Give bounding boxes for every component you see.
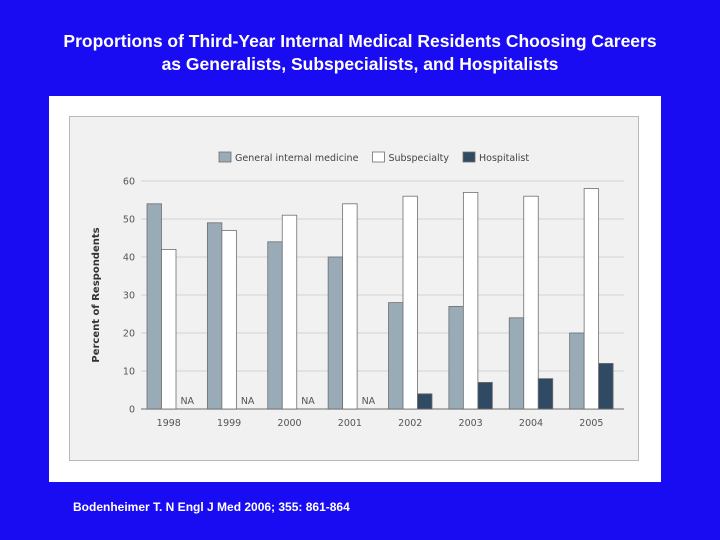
bar-subspecialty-2005 [583,188,600,410]
bar-general-internal-medicine-2001 [327,256,344,410]
slide-title: Proportions of Third-Year Internal Medic… [0,30,720,76]
y-tick-label-20: 20 [123,329,135,340]
bar-subspecialty-2004 [523,195,539,410]
bar-general-internal-medicine-2002 [388,302,404,410]
bar-subspecialty-2002 [402,195,418,410]
y-tick-label-10: 10 [123,367,135,378]
na-label-1999: NA [241,396,255,407]
bar-general-internal-medicine-1999 [206,222,223,410]
na-label-2001: NA [362,396,376,407]
na-label-1998: NA [180,396,194,407]
bar-subspecialty-2001 [342,203,358,410]
citation: Bodenheimer T. N Engl J Med 2006; 355: 8… [73,500,350,514]
bar-subspecialty-1998 [161,248,177,410]
bar-general-internal-medicine-1998 [146,203,162,410]
x-tick-label-2003: 2003 [459,418,483,429]
x-tick-label-1999: 1999 [217,418,241,429]
x-tick-label-2004: 2004 [519,418,543,429]
x-tick-label-2002: 2002 [398,418,422,429]
legend: General internal medicine Subspecialty Hos… [218,151,529,164]
legend-swatch-hospitalist [462,151,476,163]
legend-label-subspecialty: Subspecialty [388,153,449,164]
y-tick-label-30: 30 [123,291,135,302]
slide-title-line-1: Proportions of Third-Year Internal Medic… [63,31,657,51]
y-axis-title: Percent of Respondents [91,227,102,362]
legend-swatch-subspecialty [372,151,385,163]
bars [146,188,614,410]
legend-label-general-internal-medicine: General internal medicine [235,153,359,164]
legend-label-hospitalist: Hospitalist [479,153,529,164]
legend-swatch-general-internal-medicine [218,151,232,163]
bar-general-internal-medicine-2003 [448,305,464,410]
bar-general-internal-medicine-2000 [267,241,283,410]
x-tick-label-2001: 2001 [338,418,362,429]
bar-hospitalist-2004 [537,378,554,410]
bar-hospitalist-2003 [477,381,493,410]
slide-title-line-2: as Generalists, Subspecialists, and Hosp… [161,54,559,74]
bar-general-internal-medicine-2005 [569,332,585,410]
y-tick-label-40: 40 [123,253,135,264]
bar-subspecialty-2003 [462,192,479,410]
bar-subspecialty-2000 [281,214,298,410]
bar-hospitalist-2005 [598,362,614,410]
bar-hospitalist-2002 [417,393,433,410]
y-tick-label-0: 0 [129,405,135,416]
y-tick-label-60: 60 [123,177,135,188]
bar-subspecialty-1999 [221,229,237,410]
na-label-2000: NA [301,396,315,407]
bar-general-internal-medicine-2004 [508,317,525,410]
y-tick-label-50: 50 [123,215,135,226]
x-tick-label-1998: 1998 [157,418,181,429]
x-tick-label-2000: 2000 [277,418,301,429]
x-tick-label-2005: 2005 [579,418,603,429]
figure-panel: 0 10 20 30 40 50 60 Percent of Respondents NA 199… [49,96,661,482]
